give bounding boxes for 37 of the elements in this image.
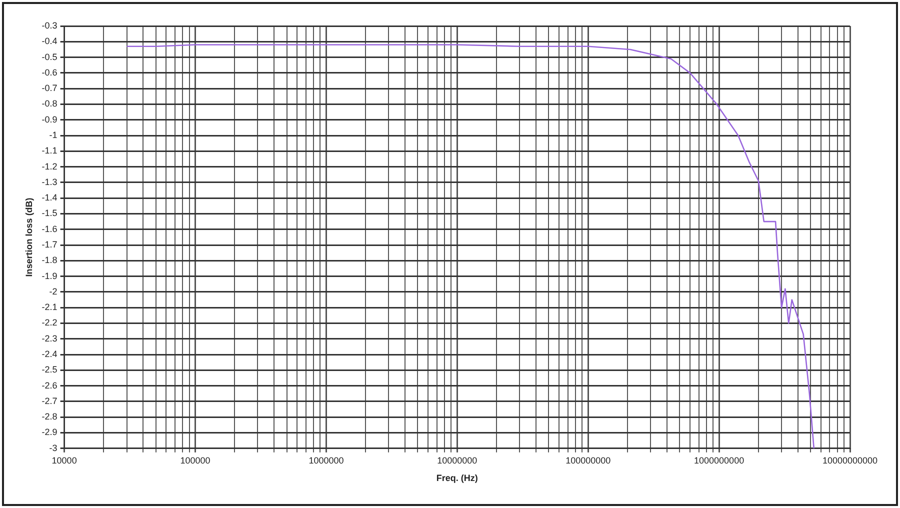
y-tick-label: -2.5	[42, 364, 58, 375]
y-tick-label: -2.3	[42, 333, 58, 344]
x-tick-label: 10000000	[437, 455, 478, 466]
y-tick-label: -0.9	[42, 114, 58, 124]
y-tick-label: -0.8	[42, 98, 58, 109]
x-axis-title: Freq. (Hz)	[436, 473, 478, 484]
y-tick-label: -2.7	[42, 396, 58, 406]
x-tick-label: 10000000000	[822, 455, 878, 466]
x-tick-label: 10000	[52, 455, 77, 466]
y-tick-label: -1.3	[42, 176, 58, 187]
y-tick-label: -1.8	[42, 255, 58, 266]
x-tick-label: 1000000	[308, 455, 344, 466]
y-tick-label: -0.3	[42, 20, 58, 30]
y-tick-label: -2.2	[42, 318, 58, 328]
y-tick-label: -1.7	[42, 240, 58, 250]
y-tick-label: -3	[49, 442, 58, 453]
x-tick-label: 100000	[180, 455, 210, 466]
x-tick-label: 1000000000	[694, 455, 744, 466]
x-tick-label: 100000000	[566, 455, 611, 466]
y-tick-label: -0.6	[42, 67, 58, 78]
y-tick-label: -2.1	[42, 302, 58, 312]
y-tick-label: -1.4	[42, 192, 58, 203]
y-tick-label: -1.9	[42, 270, 58, 281]
y-tick-label: -1.6	[42, 224, 58, 234]
y-tick-label: -2	[49, 286, 58, 296]
y-tick-label: -2.6	[42, 380, 58, 390]
y-tick-label: -1.5	[42, 208, 58, 218]
y-tick-label: -1.1	[42, 146, 58, 156]
y-tick-label: -0.5	[42, 52, 58, 62]
y-tick-label: -2.4	[42, 349, 58, 360]
y-tick-label: -0.4	[42, 36, 58, 46]
y-tick-label: -1.2	[42, 161, 58, 172]
y-tick-label: -1	[49, 130, 58, 140]
y-axis-title: Insertion loss (dB)	[24, 198, 34, 277]
y-tick-label: -2.8	[42, 412, 58, 422]
y-tick-label: -2.9	[42, 427, 58, 438]
y-tick-label: -0.7	[42, 83, 58, 94]
